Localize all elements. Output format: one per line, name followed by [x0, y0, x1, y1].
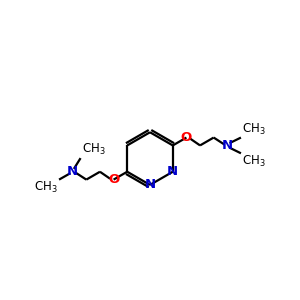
Text: N: N — [144, 178, 156, 191]
Text: O: O — [108, 173, 119, 186]
Text: CH$_3$: CH$_3$ — [34, 180, 58, 195]
Text: N: N — [67, 165, 78, 178]
Text: CH$_3$: CH$_3$ — [242, 154, 266, 169]
Text: N: N — [222, 139, 233, 152]
Text: CH$_3$: CH$_3$ — [242, 122, 266, 137]
Text: N: N — [167, 165, 178, 178]
Text: O: O — [181, 131, 192, 144]
Text: CH$_3$: CH$_3$ — [82, 142, 105, 157]
